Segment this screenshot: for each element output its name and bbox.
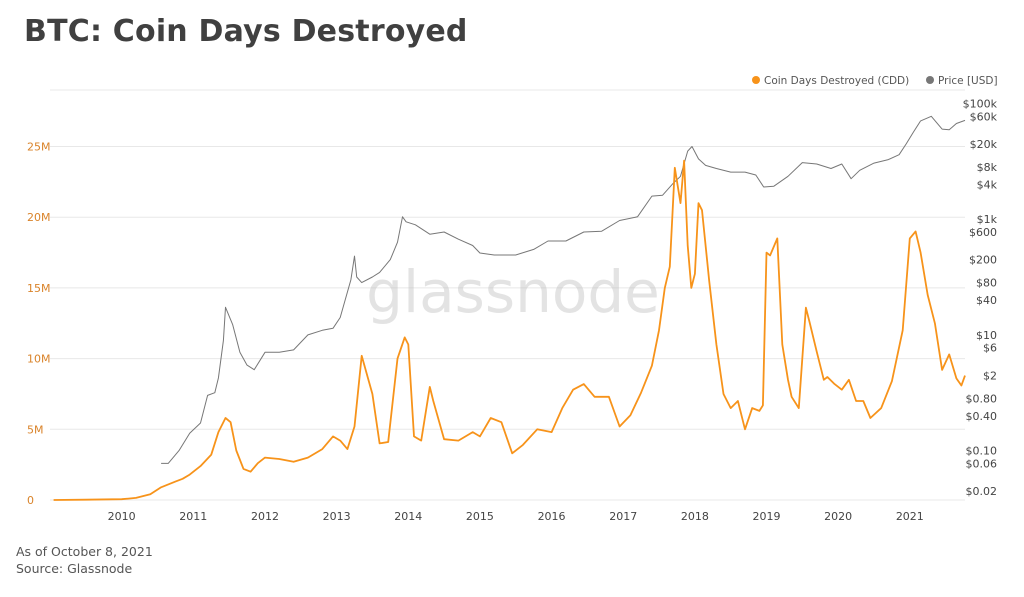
y-right-tick-label: $600 <box>969 226 997 239</box>
y-right-axis-ticks: $100k$60k$20k$8k$4k$1k$600$200$80$40$10$… <box>963 97 998 498</box>
y-left-tick-label: 25M <box>27 141 51 154</box>
x-tick-label: 2017 <box>609 510 637 523</box>
grid <box>50 89 965 501</box>
legend-label-price: Price [USD] <box>938 75 998 87</box>
x-tick-label: 2011 <box>179 510 207 523</box>
y-right-tick-label: $0.06 <box>966 457 998 470</box>
y-right-tick-label: $0.10 <box>966 445 998 458</box>
y-left-tick-label: 20M <box>27 211 51 224</box>
y-right-tick-label: $1k <box>977 213 998 226</box>
legend-dot-cdd <box>752 76 760 84</box>
y-right-tick-label: $10 <box>976 329 997 342</box>
y-right-tick-label: $200 <box>969 254 997 267</box>
x-tick-label: 2013 <box>323 510 351 523</box>
series-line-price <box>161 115 966 464</box>
x-tick-label: 2016 <box>538 510 566 523</box>
footer: As of October 8, 2021 Source: Glassnode <box>16 543 153 577</box>
series-line-cdd <box>53 159 966 501</box>
y-right-tick-label: $0.80 <box>966 392 998 405</box>
x-tick-label: 2019 <box>753 510 781 523</box>
y-left-tick-label: 15M <box>27 282 51 295</box>
y-right-tick-label: $0.02 <box>966 485 998 498</box>
x-tick-label: 2015 <box>466 510 494 523</box>
y-right-tick-label: $40 <box>976 294 997 307</box>
y-right-tick-label: $6 <box>983 342 997 355</box>
x-tick-label: 2020 <box>824 510 852 523</box>
y-left-tick-label: 0 <box>27 494 34 507</box>
y-right-tick-label: $20k <box>970 138 998 151</box>
series-lines <box>53 115 966 501</box>
y-right-tick-label: $80 <box>976 277 997 290</box>
y-right-tick-label: $100k <box>963 97 998 110</box>
watermark: glassnode <box>366 258 660 326</box>
legend-label-cdd: Coin Days Destroyed (CDD) <box>764 75 909 87</box>
x-tick-label: 2010 <box>108 510 136 523</box>
x-tick-label: 2014 <box>394 510 422 523</box>
x-tick-label: 2021 <box>896 510 924 523</box>
x-tick-label: 2018 <box>681 510 709 523</box>
legend: Coin Days Destroyed (CDD) Price [USD] <box>752 75 998 87</box>
x-tick-label: 2012 <box>251 510 279 523</box>
y-right-tick-label: $0.40 <box>966 410 998 423</box>
chart: glassnode 2010 2011 2012 2013 2014 2015 2016 20… <box>27 75 998 523</box>
y-right-tick-label: $2 <box>983 369 997 382</box>
y-right-tick-label: $60k <box>970 110 998 123</box>
x-axis-ticks: 2010 2011 2012 2013 2014 2015 2016 2017 2018 2019… <box>108 510 924 523</box>
y-left-tick-label: 10M <box>27 353 51 366</box>
as-of-date: As of October 8, 2021 <box>16 544 153 559</box>
y-left-tick-label: 5M <box>27 423 44 436</box>
page-title: BTC: Coin Days Destroyed <box>24 14 468 49</box>
y-left-axis-ticks: 0 5M 10M 15M 20M 25M <box>27 141 51 507</box>
legend-dot-price <box>926 76 934 84</box>
y-right-tick-label: $4k <box>977 178 998 191</box>
source-note: Source: Glassnode <box>16 561 133 576</box>
y-right-tick-label: $8k <box>977 161 998 174</box>
